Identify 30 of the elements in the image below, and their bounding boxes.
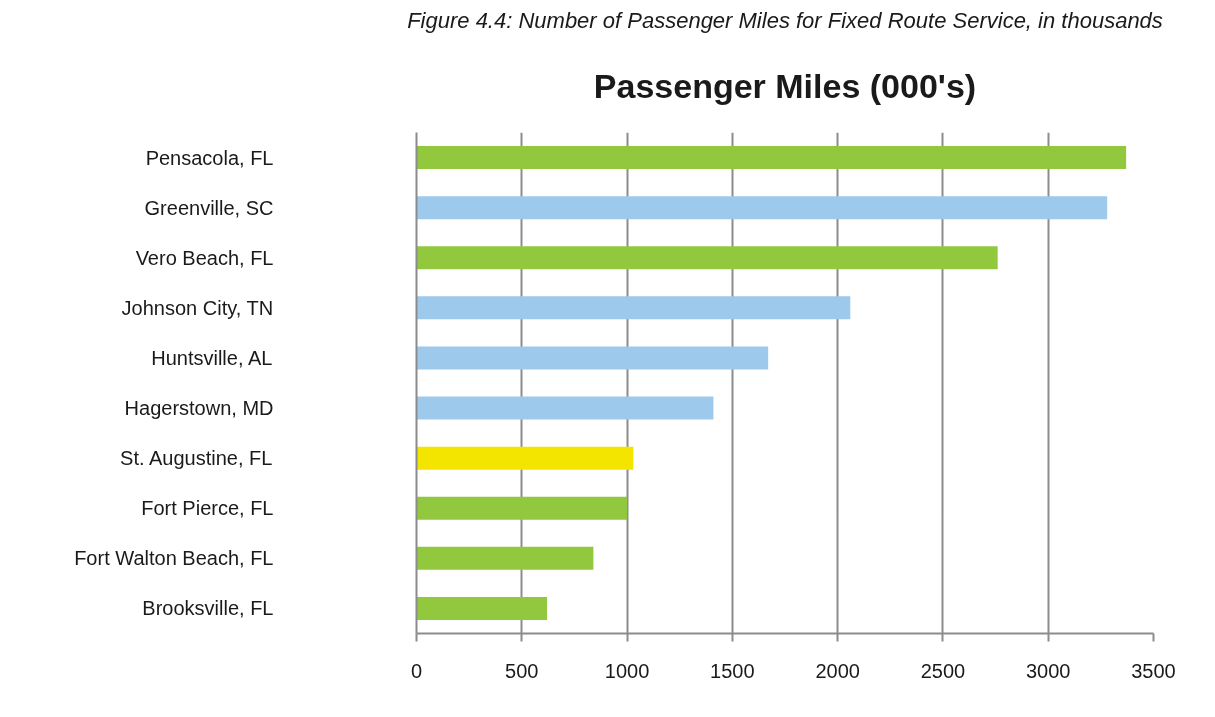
y-tick-label: Brooksville, FL [142, 597, 274, 620]
y-tick-label: Pensacola, FL [145, 146, 274, 169]
bar [416, 496, 628, 520]
y-tick-label: Greenville, SC [144, 196, 274, 219]
x-tick-label: 2000 [815, 659, 860, 682]
y-tick-label: Fort Walton Beach, FL [74, 547, 274, 570]
bar [416, 596, 548, 620]
bar [416, 446, 634, 470]
y-tick-label: St. Augustine, FL [120, 447, 273, 470]
caption: Figure 4.4: Number of Passenger Miles for Fixed Route Service, in thousands [407, 7, 1163, 33]
x-tick-label: 1000 [604, 659, 650, 682]
y-tick-label: Johnson City, TN [121, 296, 274, 319]
x-tick-label: 500 [505, 659, 539, 682]
x-tick-label: 0 [410, 659, 423, 682]
x-tick-label: 2500 [920, 659, 966, 682]
x-tick-label: 3500 [1131, 659, 1176, 682]
chart-title: Passenger Miles (000's) [593, 67, 977, 105]
bar [416, 346, 769, 370]
bar [416, 246, 998, 270]
bar [416, 396, 714, 420]
bar [416, 146, 1127, 170]
y-tick-label: Hagerstown, MD [124, 397, 274, 420]
x-tick-label: 1500 [710, 659, 755, 682]
y-tick-label: Vero Beach, FL [135, 246, 274, 269]
bar [416, 196, 1108, 220]
bar [416, 296, 851, 320]
y-tick-label: Fort Pierce, FL [141, 497, 274, 520]
bar [416, 546, 594, 570]
y-tick-label: Huntsville, AL [151, 346, 273, 369]
x-tick-label: 3000 [1025, 659, 1071, 682]
